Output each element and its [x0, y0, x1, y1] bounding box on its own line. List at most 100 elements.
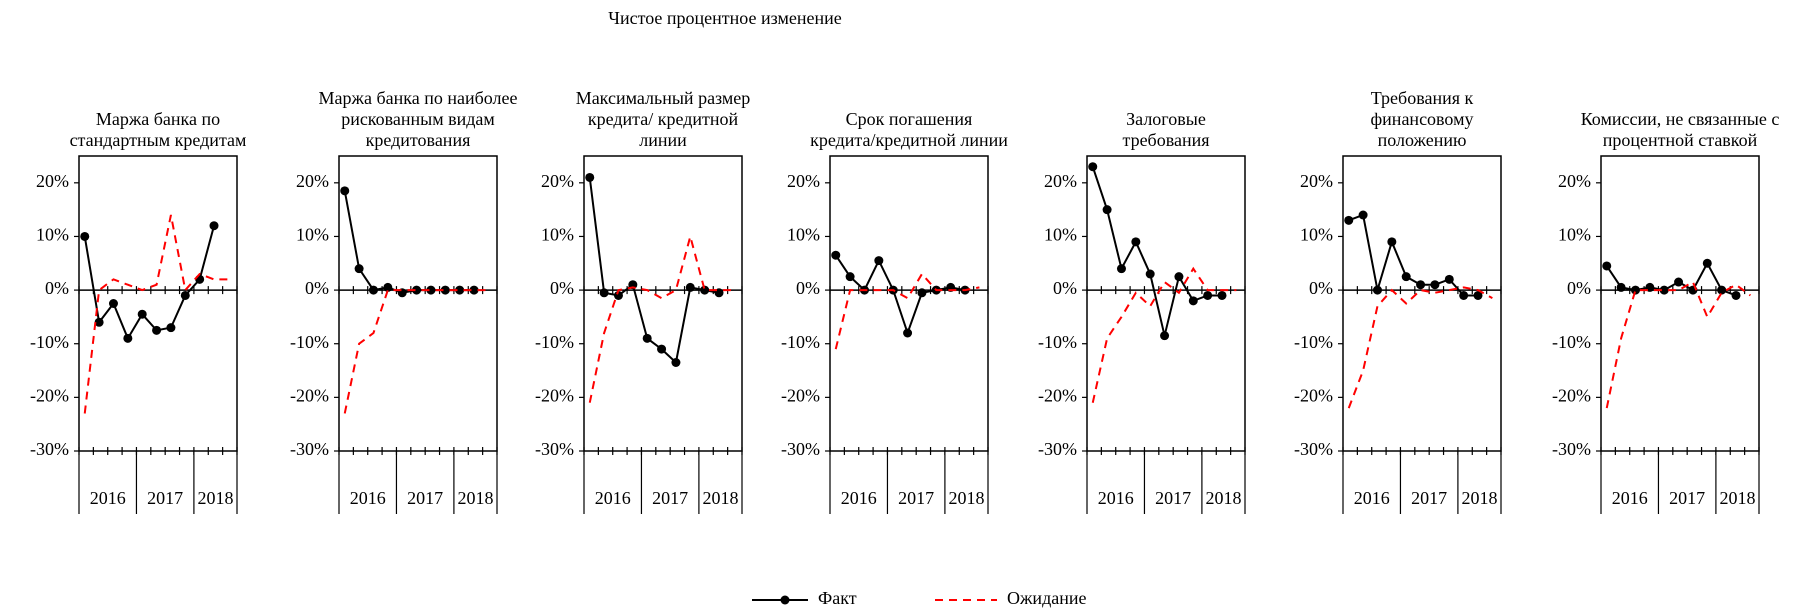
legend-label: Ожидание [1007, 588, 1086, 608]
expectation-line [834, 272, 980, 350]
x-group-label: 2018 [1719, 488, 1755, 508]
fact-marker [123, 333, 133, 343]
y-tick-label: 0% [1567, 278, 1591, 298]
fact-marker [585, 172, 595, 182]
fact-marker [845, 272, 855, 282]
x-group-label: 2016 [1354, 488, 1390, 508]
y-tick-label: -10% [535, 332, 574, 352]
fact-marker [137, 309, 147, 319]
fact-marker [1459, 290, 1469, 300]
y-tick-label: -10% [1294, 332, 1333, 352]
fact-marker [1444, 274, 1454, 284]
fact-marker [209, 221, 219, 231]
y-tick-label: 20% [1044, 171, 1077, 191]
x-group-label: 2018 [1461, 488, 1497, 508]
fact-marker [874, 256, 884, 266]
fact-marker [1473, 290, 1483, 300]
fact-marker [1674, 277, 1684, 287]
panel-title: стандартным кредитам [70, 130, 247, 150]
fact-marker [1702, 258, 1712, 268]
x-group-label: 2016 [90, 488, 126, 508]
plot-frame [1342, 155, 1502, 452]
expectation-line [1347, 286, 1493, 409]
y-tick-label: -20% [781, 385, 820, 405]
fact-marker [642, 333, 652, 343]
y-tick-label: -10% [30, 332, 69, 352]
fact-marker [1387, 237, 1397, 247]
fact-marker [180, 290, 190, 300]
fact-marker [1731, 290, 1741, 300]
y-tick-label: -20% [1294, 385, 1333, 405]
fact-marker [671, 358, 681, 367]
fact-marker [340, 186, 350, 196]
fact-marker [1416, 280, 1426, 290]
fact-line [1605, 261, 1737, 297]
fact-marker [1430, 280, 1440, 290]
y-tick-label: 10% [36, 225, 69, 245]
x-group-label: 2016 [350, 488, 386, 508]
panel-title: Маржа банка по наиболее [319, 88, 518, 108]
fact-marker [613, 290, 623, 300]
fact-marker [1602, 261, 1612, 271]
fact-line [1348, 213, 1479, 297]
fact-marker [426, 285, 436, 295]
x-group-label: 2018 [1205, 488, 1241, 508]
y-tick-label: 20% [36, 171, 69, 191]
fact-marker [1145, 269, 1155, 279]
expectation-line [1091, 266, 1237, 403]
expectation-line [343, 289, 489, 414]
fact-marker [1401, 272, 1411, 282]
panel-title: кредитования [366, 130, 471, 150]
y-tick-label: -20% [1552, 385, 1591, 405]
fact-marker [1616, 282, 1626, 292]
chart-title: Чистое процентное изменение [608, 8, 842, 28]
y-tick-label: -20% [30, 385, 69, 405]
plot-frame [1086, 155, 1246, 452]
x-group-label: 2018 [948, 488, 984, 508]
y-tick-label: 10% [1300, 225, 1333, 245]
x-group-label: 2016 [1612, 488, 1648, 508]
panel-title: кредита/кредитной линии [810, 130, 1008, 150]
panel-title: положению [1378, 130, 1467, 150]
x-group-label: 2016 [1098, 488, 1134, 508]
y-tick-label: 0% [1309, 278, 1333, 298]
y-tick-label: 20% [296, 171, 329, 191]
x-group-label: 2017 [1155, 488, 1191, 508]
fact-marker [1116, 264, 1126, 274]
x-group-label: 2018 [702, 488, 738, 508]
fact-marker [1160, 331, 1170, 341]
expectation-line [588, 232, 734, 403]
plot-frame [583, 155, 743, 452]
fact-marker [903, 328, 913, 338]
y-tick-label: -30% [1552, 439, 1591, 459]
fact-marker [1659, 285, 1669, 295]
fact-marker [469, 285, 479, 295]
y-tick-label: -10% [781, 332, 820, 352]
fact-marker [440, 285, 450, 295]
fact-marker [1088, 162, 1098, 172]
y-tick-label: -30% [535, 439, 574, 459]
y-tick-label: 0% [305, 278, 329, 298]
panel-title: кредита/ кредитной [588, 109, 739, 129]
y-tick-label: -10% [1038, 332, 1077, 352]
fact-marker [1344, 215, 1354, 225]
fact-marker [94, 317, 104, 327]
y-tick-label: -30% [30, 439, 69, 459]
x-group-label: 2017 [898, 488, 934, 508]
fact-line [1091, 166, 1223, 336]
y-tick-label: 10% [787, 225, 820, 245]
fact-marker [455, 285, 465, 295]
fact-marker [700, 285, 710, 295]
panel-title: требования [1122, 130, 1209, 150]
fact-marker [108, 299, 118, 308]
panel-title: процентной ставкой [1603, 130, 1758, 150]
y-tick-label: -30% [781, 439, 820, 459]
y-tick-label: -30% [1038, 439, 1077, 459]
y-tick-label: -30% [1294, 439, 1333, 459]
expectation-line [1605, 280, 1751, 409]
fact-marker [657, 344, 667, 354]
y-tick-label: -30% [290, 439, 329, 459]
legend-label: Факт [818, 588, 857, 608]
fact-marker [354, 264, 364, 274]
